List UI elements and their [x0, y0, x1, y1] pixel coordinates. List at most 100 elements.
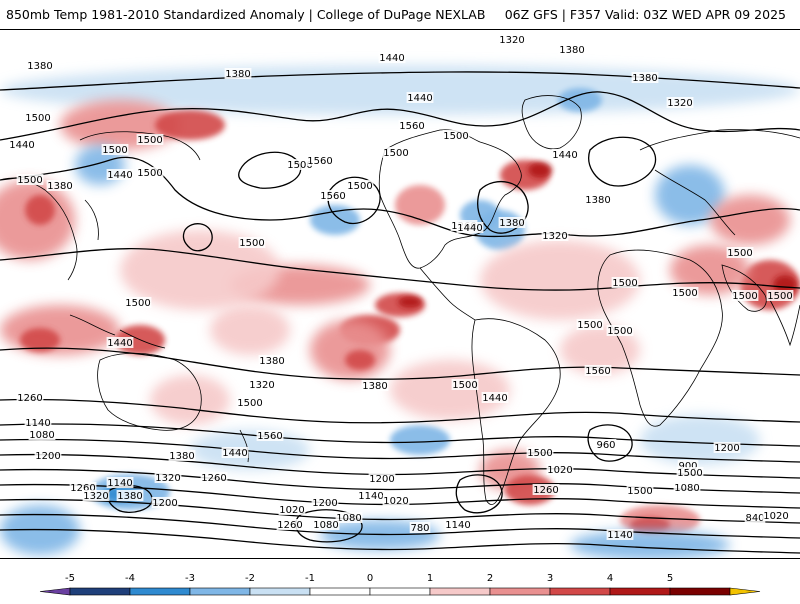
contour-label-background: [16, 392, 44, 403]
contour-label: 1560: [307, 156, 332, 167]
contour-label: 1560: [399, 121, 424, 132]
contour-label: 1080: [29, 430, 54, 441]
contour-label: 1140: [445, 520, 470, 531]
contour-label-background: [673, 482, 701, 493]
contour-label: 1020: [279, 505, 304, 516]
contour-label: 1380: [117, 491, 142, 502]
anomaly-patch: [150, 375, 230, 425]
colorbar-tick-label: 3: [547, 573, 553, 584]
height-contour-line: [0, 71, 800, 91]
height-contour-line: [0, 423, 800, 447]
contour-label-background: [361, 380, 389, 391]
coastline-japan: [84, 199, 99, 241]
contour-label: 1500: [527, 448, 552, 459]
contour-label-background: [238, 237, 266, 248]
colorbar-tick-label: -1: [305, 573, 315, 584]
contour-label-background: [576, 319, 604, 330]
contour-label-background: [28, 429, 56, 440]
contour-label-background: [136, 134, 164, 145]
colorbar-segment: [609, 587, 671, 596]
contour-label: 960: [596, 440, 615, 451]
contour-label-background: [398, 120, 426, 131]
contour-labels: 1320 1380 1440 1380 1440 1380 1320 1380 1500 1500…: [8, 34, 794, 541]
contour-label: 1200: [714, 443, 739, 454]
contour-label-background: [101, 144, 129, 155]
contour-label-background: [106, 337, 134, 348]
contour-label: 1500: [25, 113, 50, 124]
contour-label: 1380: [499, 218, 524, 229]
colorbar-segment: [429, 587, 491, 596]
contour-label-background: [498, 217, 526, 228]
coastline-arabia: [721, 264, 767, 312]
colorbar-tick-labels: -5 -4 -3 -2 -1 0 1 2 3 4 5: [65, 573, 673, 584]
contour-label-background: [286, 159, 314, 170]
contour-label-background: [444, 519, 472, 530]
contour-label: 1020: [763, 511, 788, 522]
anomaly-patch: [398, 296, 422, 308]
contour-label-background: [346, 180, 374, 191]
contour-label: 1440: [379, 53, 404, 64]
contour-label-background: [151, 497, 179, 508]
contour-label: 1500: [727, 248, 752, 259]
anomaly-patch: [25, 195, 55, 225]
contour-label: 1500: [627, 486, 652, 497]
contour-label-background: [124, 297, 152, 308]
contour-label-background: [236, 397, 264, 408]
anomaly-patch: [560, 325, 640, 375]
contour-label-background: [532, 484, 560, 495]
anomaly-patch: [655, 165, 725, 225]
contour-label: 1320: [499, 35, 524, 46]
coastlines: [0, 95, 800, 505]
contour-label: 1260: [533, 485, 558, 496]
anomaly-patch: [710, 195, 790, 245]
height-contour-line: [327, 176, 381, 225]
contour-label-background: [116, 490, 144, 501]
height-contour-line: [238, 151, 302, 189]
height-contour-line: [0, 91, 800, 141]
contour-label-background: [713, 442, 741, 453]
contour-label: 1380: [362, 381, 387, 392]
colorbar-tick-label: -3: [185, 573, 195, 584]
coastline-india: [769, 299, 800, 347]
anomaly-patch: [310, 205, 360, 235]
anomaly-patch: [190, 430, 310, 470]
height-contour-line: [0, 398, 800, 424]
anomaly-patch: [558, 88, 602, 112]
contour-label: 1200: [312, 498, 337, 509]
contour-label: 1500: [383, 148, 408, 159]
contour-label-background: [666, 97, 694, 108]
colorbar-segment: [489, 587, 551, 596]
contour-label: 1440: [482, 393, 507, 404]
contour-label-background: [82, 490, 110, 501]
contour-label-background: [154, 472, 182, 483]
contour-label: 1440: [107, 170, 132, 181]
contour-label: 1200: [152, 498, 177, 509]
contour-label-background: [106, 169, 134, 180]
contour-label: 1500: [767, 291, 792, 302]
contour-label-background: [546, 464, 574, 475]
contour-label: 1440: [222, 448, 247, 459]
coastline-eurasia: [639, 129, 800, 236]
anomaly-map: 1320 1380 1440 1380 1440 1380 1320 1380 1500 1500…: [0, 34, 800, 558]
height-contour-line: [182, 223, 213, 252]
colorbar-tick-label: 4: [607, 573, 613, 584]
colorbar-tick-label: 1: [427, 573, 433, 584]
colorbar-tick-label: -2: [245, 573, 255, 584]
contour-label: 1380: [559, 45, 584, 56]
contour-label: 1320: [542, 231, 567, 242]
contour-label-background: [357, 490, 385, 501]
contour-label-background: [526, 447, 554, 458]
contour-label-background: [258, 355, 286, 366]
contour-label: 1500: [102, 145, 127, 156]
contour-label: 1260: [70, 483, 95, 494]
contour-label-background: [631, 72, 659, 83]
contour-label: 1500: [239, 238, 264, 249]
contour-label-background: [24, 417, 52, 428]
height-contour-line: [0, 513, 800, 539]
contour-label-background: [606, 529, 634, 540]
contour-label: 1500: [347, 181, 372, 192]
contour-label: 1440: [9, 140, 34, 151]
contour-label-background: [451, 379, 479, 390]
contour-label: 1080: [336, 513, 361, 524]
contour-label: 1440: [407, 93, 432, 104]
